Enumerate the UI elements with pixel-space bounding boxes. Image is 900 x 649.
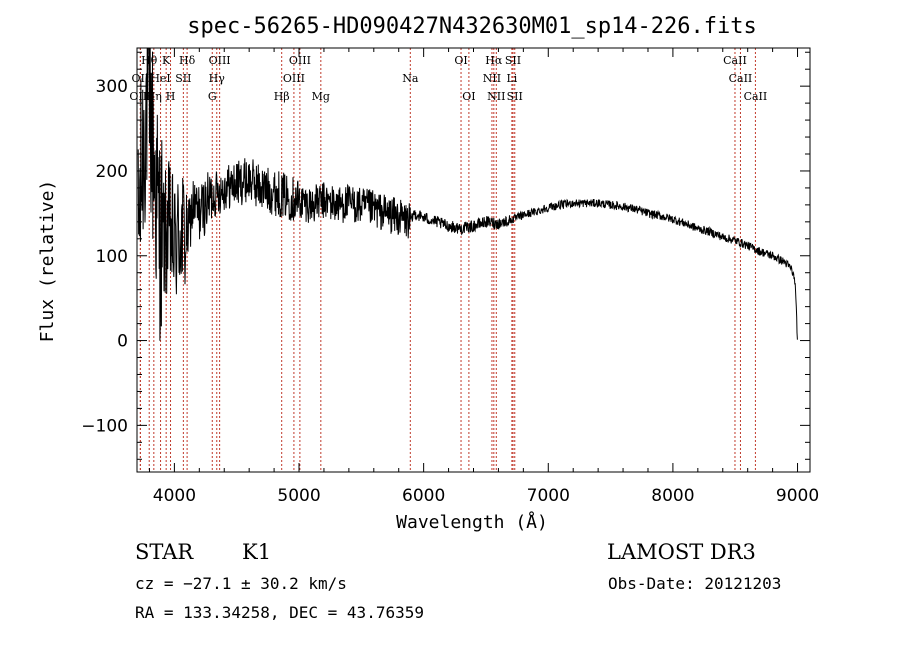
y-tick-label-2: 100	[96, 247, 128, 267]
line-label-10: HeI	[150, 72, 170, 85]
line-label-8: CaII	[723, 54, 747, 67]
line-label-7: SII	[505, 54, 521, 67]
line-label-3: OIII	[209, 54, 231, 67]
y-tick-label-1: 0	[117, 332, 128, 352]
redshift-velocity: cz = −27.1 ± 30.2 km/s	[135, 574, 347, 593]
x-tick-label-5: 9000	[776, 486, 819, 506]
line-label-23: Mg	[312, 90, 330, 103]
coordinates: RA = 133.34258, DEC = 43.76359	[135, 603, 424, 622]
x-tick-label-4: 8000	[651, 486, 694, 506]
line-label-1: K	[162, 54, 171, 67]
line-label-16: Li	[506, 72, 517, 85]
observation-date: Obs-Date: 20121203	[608, 574, 782, 593]
line-label-20: H	[166, 90, 176, 103]
line-label-26: SII	[507, 90, 523, 103]
x-tick-label-2: 6000	[402, 486, 445, 506]
x-tick-label-0: 4000	[153, 486, 196, 506]
y-tick-label-0: −100	[81, 416, 128, 436]
object-class: STAR	[135, 540, 194, 564]
line-label-21: G	[208, 90, 217, 103]
x-tick-label-3: 7000	[527, 486, 570, 506]
spectrum-line	[137, 47, 798, 341]
line-label-9: OII	[132, 72, 150, 85]
y-axis: −100 0 100 200 300	[81, 51, 810, 460]
y-axis-label: Flux (relative)	[37, 180, 58, 343]
x-tick-label-1: 5000	[277, 486, 320, 506]
x-axis-label: Wavelength (Å)	[396, 511, 548, 533]
chart-title: spec-56265-HD090427N432630M01_sp14-226.f…	[187, 14, 757, 39]
line-label-25: NII	[487, 90, 505, 103]
emission-line-markers	[139, 48, 756, 472]
line-label-11: SII	[175, 72, 191, 85]
survey-name: LAMOST DR3	[607, 540, 756, 564]
x-axis: 4000 5000 6000 7000 8000 9000	[148, 48, 819, 506]
line-label-24: OI	[462, 90, 475, 103]
line-label-5: OI	[454, 54, 467, 67]
object-subclass: K1	[242, 540, 272, 564]
line-label-2: Hδ	[179, 54, 196, 67]
line-label-22: Hβ	[274, 90, 290, 103]
line-label-13: OIII	[283, 72, 305, 85]
y-tick-label-3: 200	[96, 162, 128, 182]
line-label-15: NII	[483, 72, 501, 85]
line-label-4: OIII	[289, 54, 311, 67]
plot-frame	[136, 47, 811, 473]
line-label-27: CaII	[744, 90, 768, 103]
line-label-14: Na	[402, 72, 419, 85]
line-label-6: Hα	[485, 54, 503, 67]
line-label-12: Hγ	[209, 72, 226, 85]
line-label-17: CaII	[729, 72, 753, 85]
y-tick-label-4: 300	[96, 77, 128, 97]
line-label-19: Hη	[146, 90, 162, 103]
